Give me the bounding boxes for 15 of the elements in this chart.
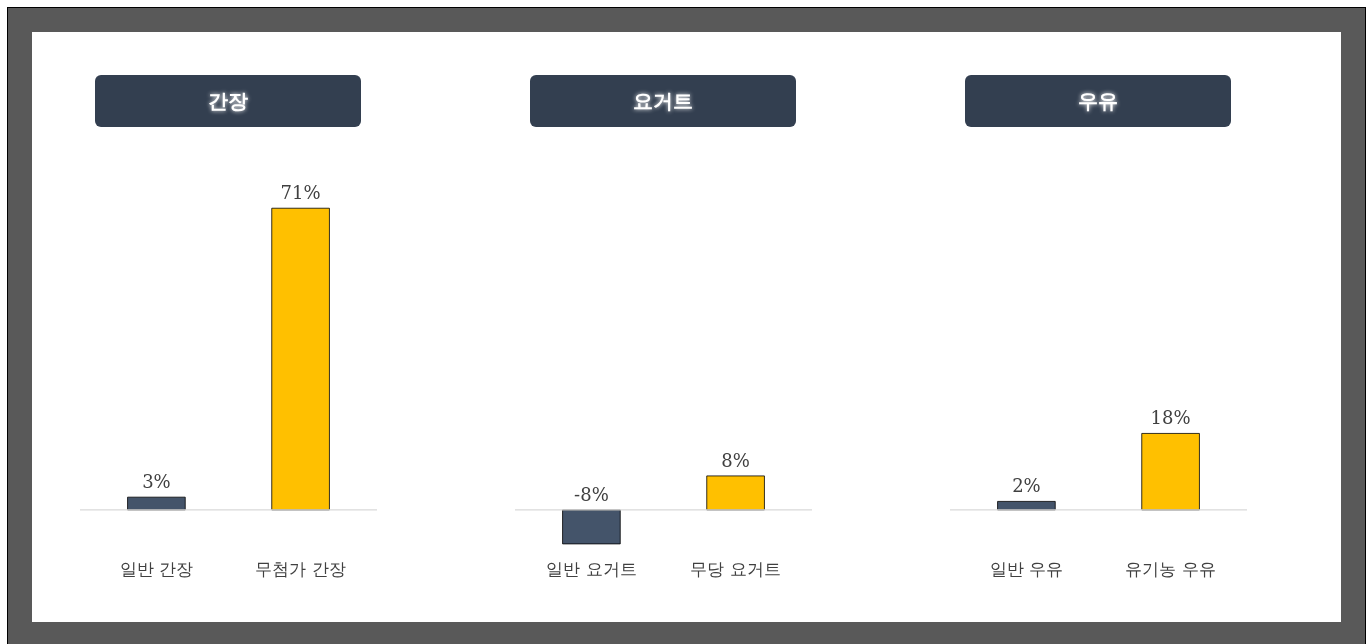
chart-title: 우유 (965, 75, 1231, 127)
x-tick-label: 일반 간장 (119, 558, 194, 579)
data-label: 18% (1150, 407, 1191, 429)
data-label: -8% (574, 483, 609, 505)
x-tick-label: 유기농 우유 (1125, 558, 1216, 579)
data-label: 2% (1012, 475, 1041, 497)
x-tick-label: 일반 요거트 (546, 558, 637, 579)
data-label: 71% (280, 182, 321, 204)
data-label: 8% (721, 449, 750, 471)
chart-title: 간장 (95, 75, 361, 127)
chart-title: 요거트 (530, 75, 796, 127)
x-tick-label: 무첨가 간장 (255, 558, 346, 579)
x-tick-label: 일반 우유 (989, 558, 1064, 579)
x-tick-label: 무당 요거트 (690, 558, 781, 579)
data-label: 3% (142, 471, 171, 493)
